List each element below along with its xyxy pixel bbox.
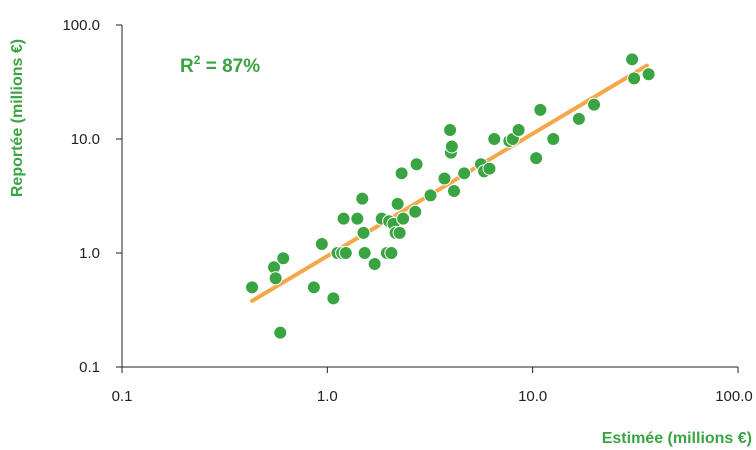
data-point [245, 280, 260, 295]
data-point [443, 122, 458, 137]
data-point [444, 139, 459, 154]
data-point [546, 132, 561, 146]
y-tick-label: 0.1 [79, 359, 100, 376]
data-point [273, 325, 288, 340]
data-point [437, 171, 452, 186]
data-point [326, 291, 341, 306]
data-point [268, 271, 283, 286]
data-point [384, 246, 399, 260]
axes [116, 24, 739, 373]
y-tick-label: 10.0 [71, 131, 100, 148]
data-point [306, 280, 321, 295]
data-point [447, 183, 462, 198]
data-point [487, 132, 502, 146]
r-squared-annotation: R2 = 87% [180, 53, 260, 77]
data-point [511, 122, 526, 137]
x-tick-label: 10.0 [518, 388, 547, 405]
data-point [394, 166, 409, 181]
data-point [350, 211, 365, 226]
y-tick-label: 1.0 [79, 245, 100, 262]
data-point [314, 236, 329, 251]
data-point [533, 102, 548, 117]
data-point [571, 111, 586, 126]
data-point [338, 246, 353, 260]
data-point [357, 246, 372, 260]
data-point [336, 211, 351, 226]
data-point [356, 225, 371, 240]
points-layer [245, 52, 656, 340]
data-point [482, 161, 497, 176]
data-point [529, 151, 544, 166]
x-tick-label: 1.0 [317, 388, 338, 405]
data-point [423, 188, 438, 203]
r-squared-superscript: 2 [194, 53, 201, 67]
y-tick-label: 100.0 [62, 17, 100, 34]
y-axis-title: Reportée (millions €) [9, 39, 26, 197]
data-point [625, 52, 640, 67]
data-point [457, 166, 472, 181]
x-tick-label: 0.1 [112, 388, 133, 405]
x-axis-title: Estimée (millions €) [602, 430, 752, 447]
data-point [276, 251, 291, 266]
data-point [587, 97, 602, 112]
r-squared-prefix: R [180, 56, 194, 77]
data-point [390, 196, 405, 211]
r-squared-value: = 87% [200, 56, 260, 77]
data-point [367, 257, 382, 272]
data-point [641, 67, 656, 82]
data-point [392, 225, 407, 240]
labels-layer: 0.1 1.0 10.0 100.0 0.1 1.0 10.0 100.0 [62, 17, 752, 405]
data-point [355, 191, 370, 206]
x-tick-label: 100.0 [715, 388, 753, 405]
data-point [409, 157, 424, 172]
data-point [408, 204, 423, 219]
data-point [396, 211, 411, 226]
data-point [627, 71, 642, 86]
